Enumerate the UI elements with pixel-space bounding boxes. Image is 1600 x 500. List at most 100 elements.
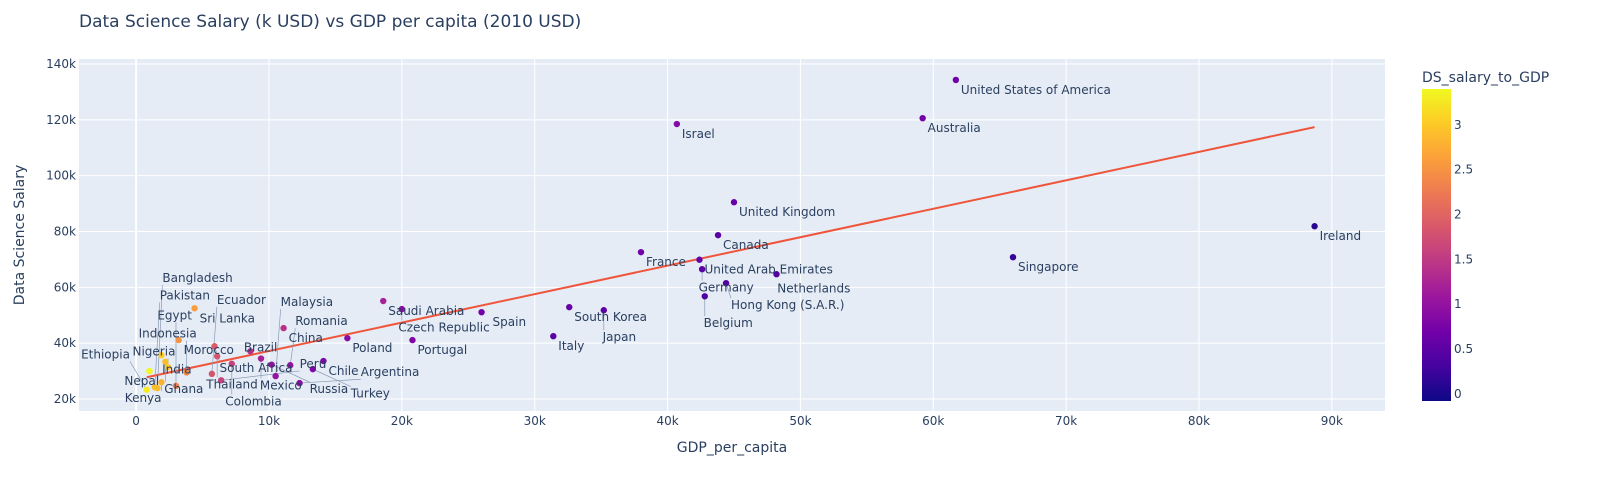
point-label: Australia bbox=[928, 121, 981, 135]
y-tick-label: 20k bbox=[54, 392, 76, 406]
point-label: United Arab Emirates bbox=[704, 263, 832, 277]
trendline bbox=[146, 126, 1315, 379]
point-label: Russia bbox=[310, 382, 349, 396]
colorbar bbox=[1422, 89, 1451, 401]
point-label: Portugal bbox=[417, 343, 467, 357]
point-label: Malaysia bbox=[281, 295, 333, 309]
data-point bbox=[217, 377, 225, 384]
data-point bbox=[398, 305, 406, 313]
data-point bbox=[154, 384, 161, 392]
data-point bbox=[191, 305, 198, 312]
data-point bbox=[146, 367, 153, 375]
label-leader-line bbox=[154, 302, 161, 388]
x-tick-label: 0 bbox=[132, 414, 140, 428]
data-point bbox=[952, 76, 960, 84]
point-label: Ethiopia bbox=[81, 347, 130, 361]
point-label: Ghana bbox=[164, 382, 203, 396]
data-point bbox=[409, 336, 416, 344]
data-point bbox=[162, 358, 169, 366]
point-label: Nigeria bbox=[132, 344, 175, 358]
point-label: Bangladesh bbox=[162, 271, 232, 285]
data-point bbox=[1009, 253, 1017, 261]
point-label: Morocco bbox=[184, 343, 234, 357]
point-label: Kenya bbox=[125, 391, 162, 405]
data-point bbox=[320, 357, 327, 365]
data-point bbox=[773, 271, 780, 278]
plot-area bbox=[79, 59, 1385, 411]
point-label: Poland bbox=[352, 341, 392, 355]
label-leader-line bbox=[275, 309, 281, 377]
y-axis-label: Data Science Salary bbox=[12, 165, 28, 306]
data-point bbox=[158, 351, 165, 359]
point-label: Romania bbox=[295, 314, 347, 328]
point-label: Chile bbox=[328, 364, 358, 378]
colorbar-tick-label: 3 bbox=[1454, 118, 1462, 132]
point-label: Japan bbox=[602, 330, 636, 344]
label-leader-line bbox=[129, 361, 148, 390]
data-point bbox=[247, 348, 254, 355]
point-label: India bbox=[162, 362, 191, 376]
colorbar-tick-label: 0 bbox=[1454, 387, 1462, 401]
data-point bbox=[722, 279, 730, 287]
point-label: Brazil bbox=[244, 340, 278, 354]
point-label: China bbox=[289, 331, 323, 345]
point-label: Belgium bbox=[704, 316, 753, 330]
data-point bbox=[280, 324, 287, 332]
point-label: France bbox=[646, 255, 686, 269]
data-point bbox=[172, 382, 180, 390]
data-point bbox=[1311, 223, 1318, 230]
y-tick-label: 120k bbox=[46, 113, 76, 127]
point-label: Sri Lanka bbox=[200, 311, 255, 325]
x-tick-label: 90k bbox=[1321, 414, 1343, 428]
point-label: Spain bbox=[493, 315, 527, 329]
label-leader-line bbox=[271, 364, 310, 383]
x-tick-label: 30k bbox=[524, 414, 546, 428]
x-axis-label: GDP_per_capita bbox=[677, 440, 787, 456]
data-point bbox=[183, 369, 190, 376]
data-point bbox=[730, 199, 738, 206]
data-point bbox=[698, 265, 706, 273]
x-tick-label: 60k bbox=[922, 414, 944, 428]
x-tick-label: 10k bbox=[258, 414, 280, 428]
point-label: Argentina bbox=[361, 365, 420, 379]
point-label: Nepal bbox=[124, 374, 159, 388]
data-point bbox=[344, 334, 351, 342]
data-point bbox=[566, 303, 573, 311]
point-label: Saudi Arabia bbox=[388, 304, 464, 318]
label-leader-line bbox=[289, 328, 296, 366]
label-leader-line bbox=[157, 285, 163, 389]
point-label: Thailand bbox=[205, 377, 258, 391]
data-point bbox=[714, 231, 722, 239]
point-label: Germany bbox=[699, 281, 754, 295]
label-leader-line bbox=[211, 306, 218, 374]
point-label: Pakistan bbox=[160, 288, 210, 302]
data-point bbox=[673, 120, 681, 128]
data-point bbox=[272, 372, 279, 380]
data-point bbox=[478, 308, 485, 316]
x-tick-label: 70k bbox=[1055, 414, 1077, 428]
data-point bbox=[380, 297, 387, 305]
x-tick-label: 40k bbox=[656, 414, 678, 428]
data-point bbox=[158, 379, 165, 386]
point-label: Czech Republic bbox=[398, 321, 489, 335]
label-leader-line bbox=[221, 370, 300, 381]
colorbar-tick-label: 2.5 bbox=[1454, 163, 1473, 177]
data-point bbox=[211, 343, 218, 350]
point-label: Canada bbox=[723, 238, 769, 252]
colorbar-tick-label: 1.5 bbox=[1454, 252, 1473, 266]
data-point bbox=[143, 386, 150, 393]
chart-title: Data Science Salary (k USD) vs GDP per c… bbox=[79, 12, 582, 32]
data-point bbox=[696, 256, 703, 263]
data-point bbox=[287, 362, 294, 369]
point-label: United Kingdom bbox=[739, 205, 835, 219]
y-tick-label: 100k bbox=[46, 169, 76, 183]
colorbar-title: DS_salary_to_GDP bbox=[1422, 70, 1549, 86]
point-label: Hong Kong (S.A.R.) bbox=[731, 298, 844, 312]
data-point bbox=[701, 293, 708, 300]
colorbar-tick-label: 2 bbox=[1454, 208, 1462, 222]
point-label: Indonesia bbox=[139, 327, 197, 341]
data-point bbox=[164, 363, 172, 371]
point-label: Colombia bbox=[225, 395, 281, 409]
